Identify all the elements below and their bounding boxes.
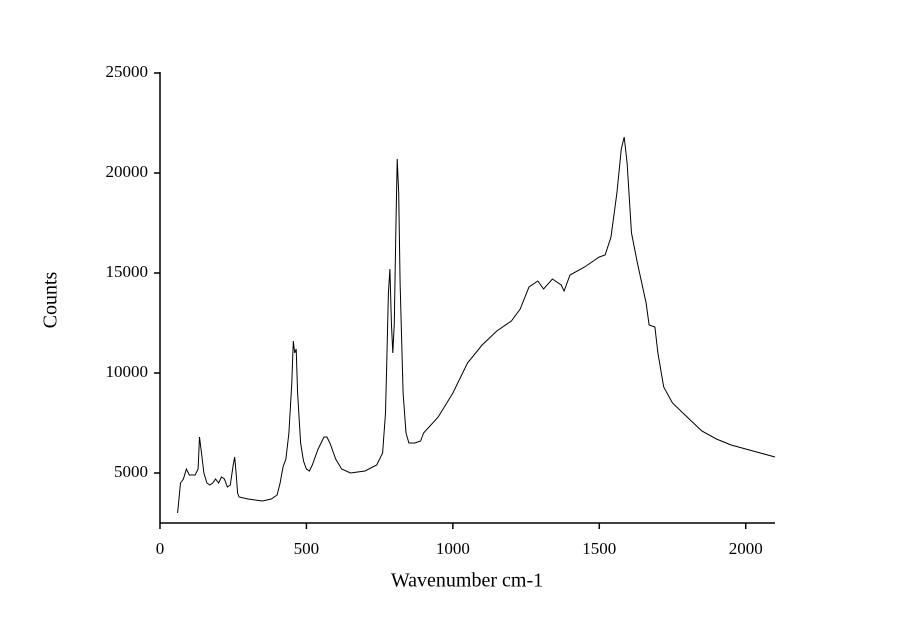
x-tick-label: 2000 (729, 539, 763, 558)
y-tick-label: 25000 (106, 62, 149, 81)
x-axis-label: Wavenumber cm-1 (391, 570, 543, 592)
x-tick-label: 0 (156, 539, 165, 558)
y-tick-label: 10000 (106, 362, 149, 381)
x-tick-label: 1000 (436, 539, 470, 558)
y-tick-label: 20000 (106, 162, 149, 181)
y-axis-label: Counts (40, 271, 62, 328)
spectrum-line (177, 136, 776, 514)
x-tick-label: 1500 (582, 539, 616, 558)
y-tick-label: 5000 (114, 462, 148, 481)
x-tick-label: 500 (294, 539, 320, 558)
y-tick-label: 15000 (106, 262, 149, 281)
